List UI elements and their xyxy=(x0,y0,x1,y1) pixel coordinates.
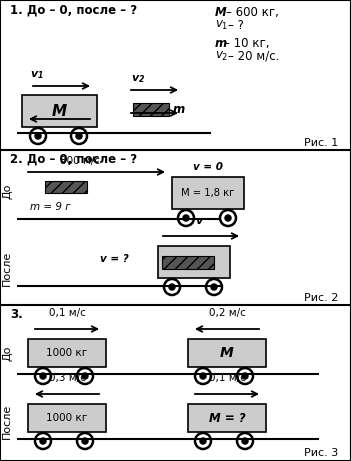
Text: До: До xyxy=(2,345,12,361)
Text: $v_2$: $v_2$ xyxy=(215,50,229,63)
Text: – ?: – ? xyxy=(228,19,244,32)
Text: Рис. 3: Рис. 3 xyxy=(304,448,338,458)
Text: – 600 кг,: – 600 кг, xyxy=(226,6,279,19)
Text: M = 1,8 кг: M = 1,8 кг xyxy=(181,188,235,198)
Text: $\bfit{v}_1$: $\bfit{v}_1$ xyxy=(30,69,44,81)
Text: 1. До – 0, после – ?: 1. До – 0, после – ? xyxy=(10,4,137,17)
Circle shape xyxy=(35,133,41,139)
Text: $v_1$: $v_1$ xyxy=(215,19,229,32)
Text: – 20 м/с.: – 20 м/с. xyxy=(228,50,279,63)
Circle shape xyxy=(169,284,175,290)
Text: m: m xyxy=(215,37,227,50)
Text: m: m xyxy=(173,103,185,116)
Circle shape xyxy=(242,438,248,444)
Text: 2. До – 0, после – ?: 2. До – 0, после – ? xyxy=(10,153,137,166)
Circle shape xyxy=(40,373,46,379)
Text: M: M xyxy=(220,346,234,360)
Bar xyxy=(28,339,106,367)
Bar xyxy=(28,404,106,432)
Text: – 10 кг,: – 10 кг, xyxy=(224,37,270,50)
Text: После: После xyxy=(2,403,12,438)
Bar xyxy=(162,256,214,269)
Text: 0,3 м/с: 0,3 м/с xyxy=(48,373,85,383)
Text: v = 0: v = 0 xyxy=(193,162,223,172)
Circle shape xyxy=(200,373,206,379)
Bar xyxy=(133,103,169,116)
Text: До: До xyxy=(2,183,12,199)
Text: 1000 кг: 1000 кг xyxy=(46,413,88,423)
Text: Рис. 2: Рис. 2 xyxy=(304,293,338,303)
Text: M: M xyxy=(52,104,67,118)
Circle shape xyxy=(82,373,88,379)
Text: 1000 кг: 1000 кг xyxy=(46,348,88,358)
Text: 800 м/с: 800 м/с xyxy=(60,156,100,166)
Bar xyxy=(45,181,87,193)
Text: После: После xyxy=(2,250,12,286)
Bar xyxy=(172,177,244,209)
Text: $\bfit{v}$: $\bfit{v}$ xyxy=(195,216,205,226)
Text: $\bfit{v}_2$: $\bfit{v}_2$ xyxy=(131,73,145,85)
Circle shape xyxy=(242,373,248,379)
Circle shape xyxy=(183,215,189,221)
Text: M: M xyxy=(215,6,227,19)
Bar xyxy=(22,95,97,127)
Text: 3.: 3. xyxy=(10,308,23,321)
Bar xyxy=(188,339,266,367)
Text: 0,1 м/с: 0,1 м/с xyxy=(48,308,85,318)
Text: Рис. 1: Рис. 1 xyxy=(304,138,338,148)
Circle shape xyxy=(200,438,206,444)
Circle shape xyxy=(76,133,82,139)
Text: m = 9 г: m = 9 г xyxy=(30,202,71,212)
Circle shape xyxy=(40,438,46,444)
Bar xyxy=(188,404,266,432)
Circle shape xyxy=(225,215,231,221)
Circle shape xyxy=(82,438,88,444)
Circle shape xyxy=(211,284,217,290)
Bar xyxy=(158,246,230,278)
Text: 0,2 м/с: 0,2 м/с xyxy=(208,308,245,318)
Text: v = ?: v = ? xyxy=(100,254,129,264)
Text: 0,1 м/с: 0,1 м/с xyxy=(208,373,245,383)
Text: M = ?: M = ? xyxy=(208,412,245,425)
